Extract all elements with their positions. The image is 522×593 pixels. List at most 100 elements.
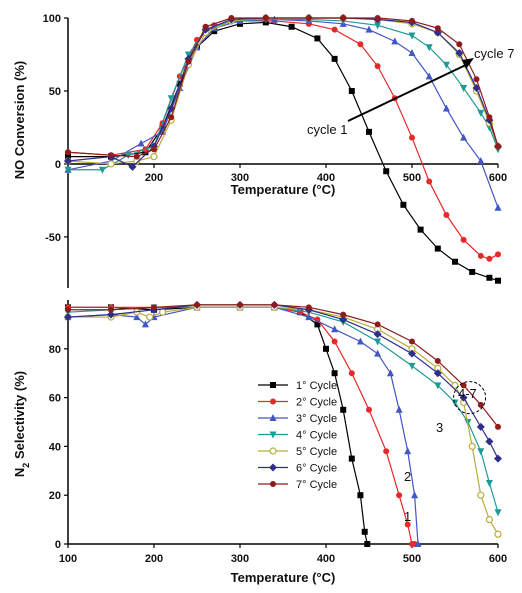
bottom-point-c3 [305, 313, 313, 321]
top-point-c3 [159, 127, 167, 135]
bottom-point-c6 [485, 437, 494, 446]
top-point-c2 [374, 63, 381, 70]
top-point-c5 [107, 160, 115, 168]
bottom-x-tick-label: 200 [145, 553, 163, 565]
bottom-series-line-c3 [67, 306, 419, 545]
top-series-line-c3 [67, 18, 499, 208]
top-point-c1 [331, 55, 338, 62]
legend-marker [270, 382, 276, 388]
top-x-tick-label: 500 [403, 172, 421, 184]
bottom-point-c1 [340, 406, 347, 413]
top-series-line-c7 [67, 17, 499, 158]
top-x-tick-label: 400 [317, 172, 335, 184]
legend-entry: 4° Cycle [258, 430, 337, 442]
bottom-point-c6 [433, 369, 442, 378]
bottom-series-c7 [65, 301, 501, 430]
legend-entry: 3° Cycle [258, 413, 337, 425]
top-point-c3 [365, 25, 373, 33]
top-y-tick-label: -50 [45, 232, 61, 244]
bottom-point-c7 [495, 423, 501, 430]
legend-marker [270, 398, 276, 405]
top-point-c1 [288, 23, 295, 30]
bottom-x-tick-label: 600 [489, 553, 507, 565]
bottom-x-tick-label: 400 [317, 553, 335, 565]
bottom-point-c1 [361, 528, 368, 535]
label-curve-1: 1 [404, 509, 411, 524]
top-series-c7 [65, 15, 501, 160]
legend-label: 2° Cycle [296, 397, 337, 409]
top-y-tick-label: 50 [49, 86, 61, 98]
bottom-point-c5 [494, 530, 502, 538]
bottom-point-c3 [414, 540, 422, 547]
top-point-c1 [314, 35, 321, 42]
top-tick-labels: -50 0 50 100 200 300 400 500 600 [43, 13, 508, 244]
bottom-point-c1 [348, 455, 355, 462]
bottom-point-c4 [494, 509, 502, 517]
top-point-c7 [108, 152, 114, 159]
top-x-tick-label: 600 [489, 172, 507, 184]
top-y-tick-label: 100 [43, 13, 61, 25]
top-point-c7 [495, 143, 501, 150]
legend-marker [269, 431, 277, 439]
bottom-point-c7 [271, 301, 278, 308]
bottom-x-axis-title: Temperature (°C) [231, 570, 336, 585]
bottom-point-c7 [65, 306, 71, 313]
bottom-point-c7 [194, 301, 200, 308]
top-y-tick-label: 0 [55, 159, 61, 171]
top-point-c7 [65, 149, 71, 156]
top-point-c4 [408, 32, 416, 40]
legend-entry: 1° Cycle [258, 380, 337, 392]
bottom-point-c1 [323, 345, 329, 352]
bottom-point-c7 [409, 338, 415, 345]
top-series-line-c6 [67, 17, 499, 168]
legend-entry: 5° Cycle [258, 446, 337, 458]
bottom-point-c7 [477, 401, 484, 408]
top-point-c3 [137, 139, 145, 147]
top-point-c5 [150, 153, 158, 161]
top-point-c1 [383, 168, 390, 175]
legend-marker [269, 463, 277, 472]
bottom-point-c4 [408, 362, 416, 370]
top-point-c7 [185, 58, 192, 65]
top-point-c3 [494, 203, 502, 211]
bottom-series-c3 [64, 303, 422, 547]
top-series-line-c5 [67, 17, 499, 165]
bottom-point-c4 [434, 382, 442, 390]
top-point-c3 [408, 49, 416, 57]
bottom-point-c3 [395, 405, 403, 413]
bottom-point-c6 [408, 349, 416, 358]
legend-label: 7° Cycle [296, 479, 337, 491]
subscript-2: 2 [21, 463, 31, 468]
bottom-point-c3 [404, 447, 412, 455]
bottom-x-tick-label: 100 [59, 553, 77, 565]
legend: 1° Cycle 2° Cycle 3° Cycle 4° Cycle 5° Cycle… [258, 380, 337, 491]
bottom-point-c5 [477, 491, 485, 499]
top-point-c4 [460, 85, 468, 93]
top-point-c6 [455, 49, 464, 58]
bottom-point-c6 [64, 313, 72, 322]
bottom-point-c6 [459, 393, 468, 402]
legend-entry: 2° Cycle [258, 397, 337, 409]
bottom-point-c4 [451, 399, 459, 407]
legend-marker [269, 414, 277, 421]
bottom-point-c2 [404, 521, 411, 528]
bottom-y-tick-label: 40 [49, 441, 61, 453]
top-point-c4 [64, 166, 72, 174]
bottom-series-c1 [65, 304, 371, 547]
bottom-point-c3 [356, 337, 364, 345]
top-point-c4 [167, 95, 175, 103]
top-point-c7 [133, 153, 140, 160]
bottom-point-c5 [159, 308, 167, 316]
top-point-c7 [340, 15, 347, 21]
bottom-point-c1 [331, 370, 338, 377]
cycle-arrow-head [462, 58, 474, 69]
label-4-7: 4-7 [458, 386, 477, 401]
top-point-c6 [64, 157, 72, 166]
bottom-point-c2 [366, 406, 372, 413]
top-x-tick-label: 300 [231, 172, 249, 184]
bottom-point-c2 [396, 492, 403, 499]
legend-marker [269, 447, 277, 455]
bottom-point-c3 [374, 349, 382, 357]
bottom-y-axis-title: N2 Selectivity (%) [12, 371, 31, 477]
top-point-c2 [477, 252, 484, 259]
